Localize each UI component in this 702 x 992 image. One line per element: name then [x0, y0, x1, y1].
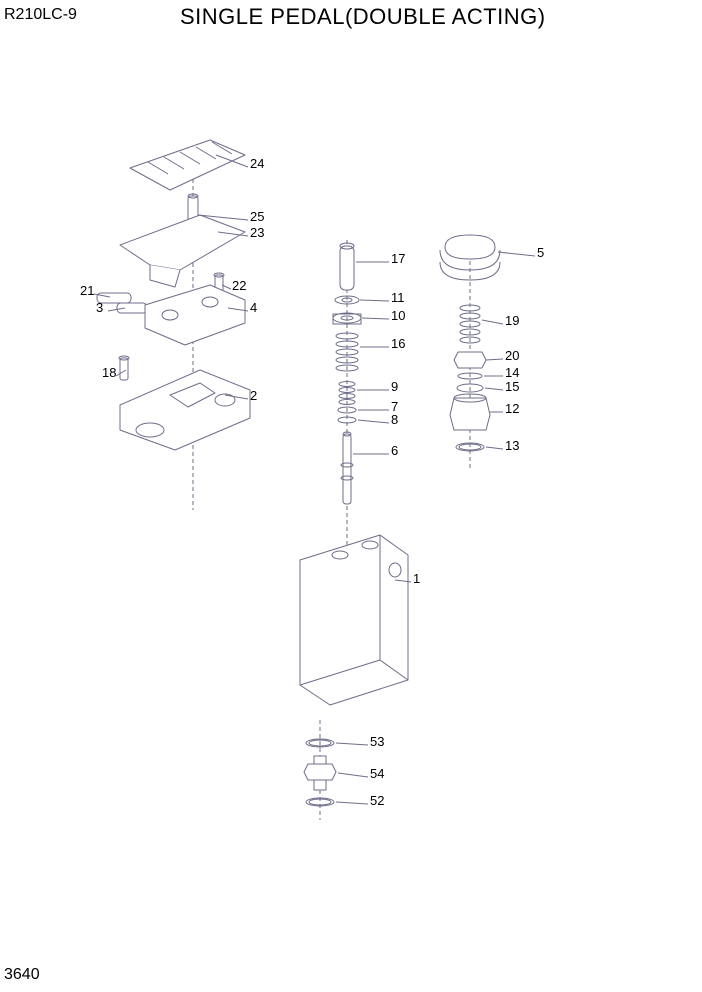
callout-number: 2 — [250, 388, 257, 403]
callout-number: 15 — [505, 379, 519, 394]
callout-number: 1 — [413, 571, 420, 586]
callout-number: 22 — [232, 278, 246, 293]
callout-number: 10 — [391, 308, 405, 323]
callout-number: 19 — [505, 313, 519, 328]
callout-number: 8 — [391, 412, 398, 427]
callout-number: 5 — [537, 245, 544, 260]
callout-number: 3 — [96, 300, 103, 315]
callout-number: 9 — [391, 379, 398, 394]
callout-number: 23 — [250, 225, 264, 240]
callout-number: 54 — [370, 766, 384, 781]
callout-number: 18 — [102, 365, 116, 380]
callout-number: 24 — [250, 156, 264, 171]
callout-number: 53 — [370, 734, 384, 749]
callout-number: 12 — [505, 401, 519, 416]
callout-number: 6 — [391, 443, 398, 458]
callout-number: 13 — [505, 438, 519, 453]
callout-number: 17 — [391, 251, 405, 266]
callout-number: 20 — [505, 348, 519, 363]
callout-number: 4 — [250, 300, 257, 315]
callout-number: 14 — [505, 365, 519, 380]
callout-number: 11 — [391, 290, 405, 305]
callout-number: 16 — [391, 336, 405, 351]
callout-number: 21 — [80, 283, 94, 298]
exploded-diagram — [0, 0, 702, 992]
callout-number: 25 — [250, 209, 264, 224]
callout-number: 52 — [370, 793, 384, 808]
